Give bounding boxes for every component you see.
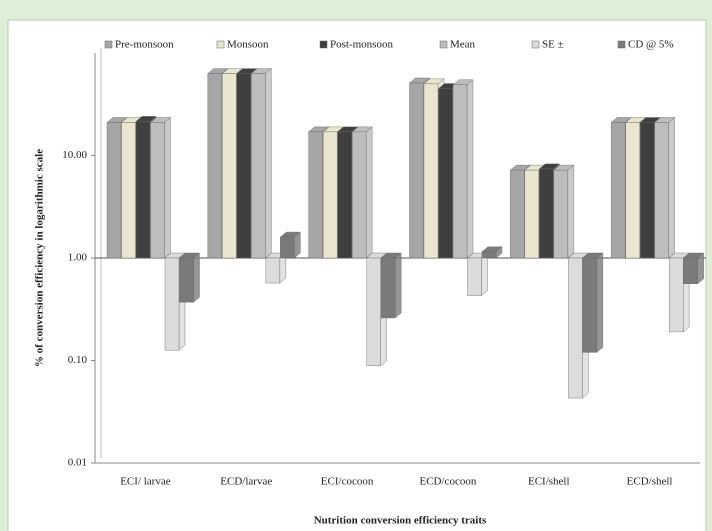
bar [222, 73, 237, 259]
legend-label: CD @ 5% [628, 39, 674, 51]
bar [438, 88, 453, 259]
bar [106, 122, 122, 259]
legend-label: Pre-monsoon [115, 39, 174, 51]
bar-side [265, 68, 272, 259]
bar [207, 73, 223, 259]
bar [639, 122, 655, 259]
legend-label: Post-monsoon [330, 39, 393, 51]
bar [452, 84, 468, 259]
y-tick-label: 0.10 [68, 354, 88, 366]
bar [553, 169, 569, 259]
x-tick-label: ECD/larvae [220, 476, 272, 488]
y-axis-title: % of conversion efficiency in logarithmi… [34, 149, 46, 367]
bar [366, 257, 381, 366]
bar-side [394, 252, 402, 319]
bar [668, 257, 684, 333]
bar [380, 257, 396, 319]
bar [265, 257, 281, 284]
bar [610, 122, 626, 259]
legend-label: Mean [450, 39, 476, 51]
legend-swatch [216, 40, 225, 49]
bar [322, 131, 338, 259]
bar [164, 257, 180, 351]
bar [683, 257, 698, 285]
bar [568, 257, 583, 399]
bar-side [697, 252, 704, 285]
legend-label: Monsoon [227, 39, 269, 51]
bar [524, 169, 540, 259]
legend-swatch [319, 40, 328, 49]
x-tick-label: ECD/cocoon [420, 476, 477, 488]
bar-side [466, 79, 474, 259]
bar-side [193, 252, 200, 303]
bar [409, 82, 424, 259]
x-tick-label: ECI/shell [528, 476, 570, 488]
bar [121, 122, 136, 259]
bar [337, 131, 352, 259]
x-axis-title: Nutrition conversion efficiency traits [314, 515, 487, 527]
legend-label: SE ± [542, 39, 564, 51]
legend-swatch [104, 40, 113, 49]
bar [510, 169, 525, 259]
bar-side [164, 117, 171, 259]
bar [481, 251, 497, 259]
bar [539, 168, 554, 259]
bar [135, 121, 151, 259]
x-tick-label: ECD/shell [627, 476, 673, 488]
bar [351, 131, 367, 259]
bar-side [567, 164, 575, 259]
bar [582, 257, 598, 353]
y-tick-label: 1.00 [68, 252, 88, 264]
bar [625, 122, 640, 259]
bar-side [365, 126, 373, 259]
bar [654, 122, 669, 259]
y-tick-label: 10.00 [62, 149, 87, 161]
bar [251, 73, 266, 259]
legend-swatch [439, 40, 448, 49]
legend-swatch [617, 40, 626, 49]
bar [179, 257, 194, 303]
bar [467, 257, 482, 296]
bar [150, 122, 165, 259]
bar-side [668, 117, 675, 259]
bar [308, 131, 323, 259]
bar [280, 236, 295, 259]
x-tick-label: ECI/cocoon [321, 476, 374, 488]
legend-swatch [531, 40, 540, 49]
bar [236, 73, 252, 259]
y-tick-label: 0.01 [68, 457, 87, 469]
bar-side [481, 252, 488, 296]
bar-side [596, 252, 604, 353]
x-tick-label: ECI/ larvae [120, 476, 171, 488]
bar [423, 83, 439, 259]
